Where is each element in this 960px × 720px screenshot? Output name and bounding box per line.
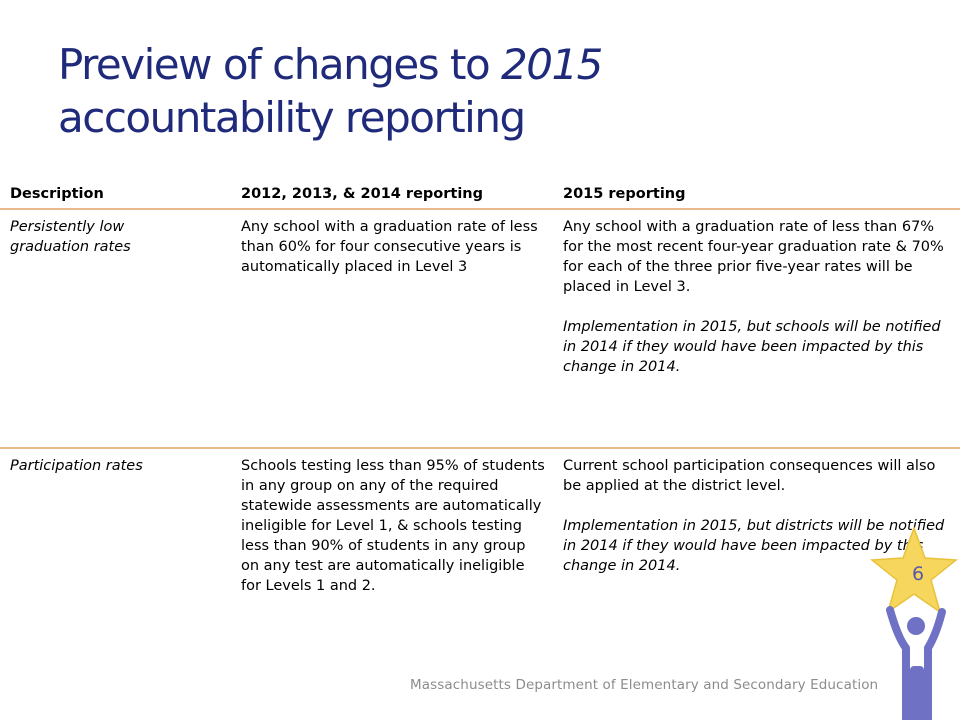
row-old-rule: Schools testing less than 95% of student… [241,458,545,594]
table-header-row: Description 2012, 2013, & 2014 reporting… [0,176,960,210]
row-new-rule: Current school participation consequence… [563,456,955,576]
row-new-rule-text: Any school with a graduation rate of les… [563,219,944,295]
row-description: Participation rates [10,458,143,474]
row-implementation-note: Implementation in 2015, but districts wi… [563,518,945,574]
page-number: 6 [911,563,925,585]
row-new-rule-text: Current school participation consequence… [563,458,936,494]
row-implementation-note: Implementation in 2015, but schools will… [563,319,941,375]
header-old-reporting: 2012, 2013, & 2014 reporting [241,186,484,202]
slide-title: Preview of changes to 2015 accountabilit… [58,38,858,144]
row-description: Persistently low graduation rates [10,219,131,255]
table-row: Participation rates Schools testing less… [0,449,960,669]
row-new-rule: Any school with a graduation rate of les… [563,217,955,377]
comparison-table: Description 2012, 2013, & 2014 reporting… [0,176,960,669]
footer-organization: Massachusetts Department of Elementary a… [410,677,879,693]
table-row: Persistently low graduation rates Any sc… [0,210,960,449]
star-figure-icon [870,525,958,720]
row-old-rule: Any school with a graduation rate of les… [241,219,538,275]
header-description: Description [10,186,104,202]
header-new-reporting: 2015 reporting [563,186,686,202]
title-part2: accountability reporting [58,93,526,142]
title-year: 2015 [501,40,603,89]
title-part1: Preview of changes to [58,40,501,89]
